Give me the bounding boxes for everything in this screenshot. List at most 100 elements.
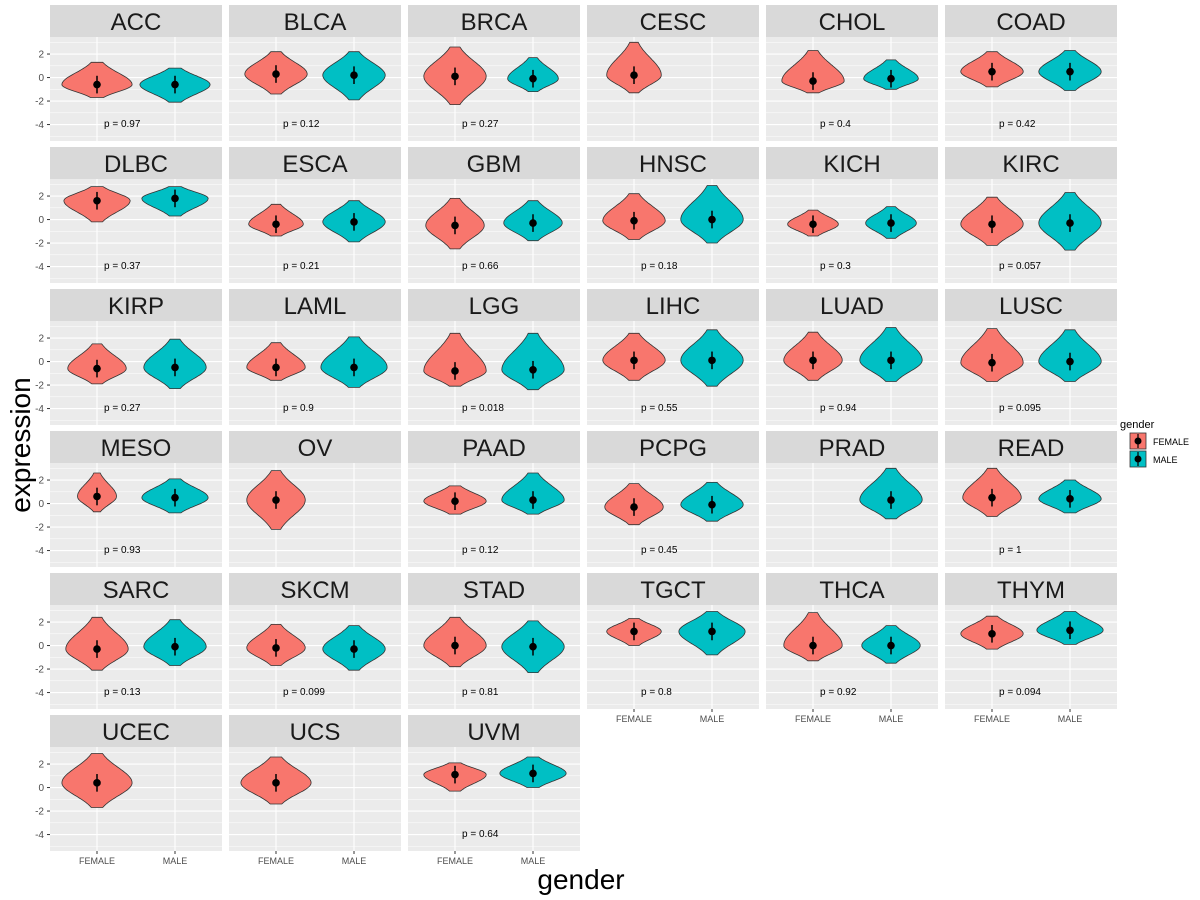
p-value-label: p = 0.27 xyxy=(462,119,499,130)
panel-skcm: SKCM p = 0.099 xyxy=(229,573,401,709)
legend-key-female: FEMALE xyxy=(1129,432,1189,450)
median-point xyxy=(93,364,101,373)
strip-label: COAD xyxy=(996,9,1065,36)
p-value-label: p = 0.8 xyxy=(641,687,672,698)
median-point xyxy=(171,194,179,203)
panel-kirp: KIRP 2 0 -2 -4 p = 0.27 xyxy=(35,289,222,425)
p-value-label: p = 0.18 xyxy=(641,261,678,272)
strip-label: SKCM xyxy=(280,577,349,604)
violin-female xyxy=(781,50,845,94)
median-point xyxy=(809,220,817,229)
plot-background xyxy=(587,605,759,709)
median-point xyxy=(809,77,817,85)
median-point xyxy=(630,216,638,225)
violin-female xyxy=(783,612,843,662)
y-tick-label: 2 xyxy=(38,618,44,629)
strip xyxy=(766,289,938,321)
median-point xyxy=(171,493,179,502)
panel-gbm: GBM p = 0.66 xyxy=(408,147,580,283)
plot-background xyxy=(766,37,938,141)
x-tick-label: FEMALE xyxy=(795,714,831,724)
p-value-label: p = 0.55 xyxy=(641,403,678,414)
strip xyxy=(408,147,580,179)
strip-label: CHOL xyxy=(819,9,886,36)
legend-label-female: FEMALE xyxy=(1153,437,1189,447)
median-point xyxy=(451,72,459,81)
median-point xyxy=(988,629,996,638)
strip xyxy=(766,573,938,605)
y-tick-label: 2 xyxy=(38,334,44,345)
median-point xyxy=(1066,219,1074,227)
panel-tgct: TGCT FEMALE MALE p = 0.8 xyxy=(587,573,759,724)
legend-title: gender xyxy=(1120,419,1155,431)
p-value-label: p = 0.37 xyxy=(104,261,141,272)
violin-female xyxy=(423,332,487,387)
y-tick-label: -4 xyxy=(35,404,44,415)
panel-uvm: UVM FEMALE MALE p = 0.64 xyxy=(408,715,580,866)
median-point xyxy=(887,356,895,365)
median-point xyxy=(887,219,895,227)
strip xyxy=(50,431,222,463)
panel-cesc: CESC xyxy=(587,5,759,141)
strip xyxy=(587,147,759,179)
strip-label: GBM xyxy=(467,151,522,178)
y-tick-label: -4 xyxy=(35,262,44,273)
strip xyxy=(408,715,580,747)
y-tick-label: -2 xyxy=(35,523,44,534)
panel-thca: THCA FEMALE MALE p = 0.92 xyxy=(766,573,938,724)
y-tick-label: 0 xyxy=(38,641,44,652)
x-tick-label: MALE xyxy=(1058,714,1083,724)
strip xyxy=(229,431,401,463)
strip xyxy=(587,5,759,37)
strip xyxy=(50,715,222,747)
p-value-label: p = 0.21 xyxy=(283,261,320,272)
p-value-label: p = 0.095 xyxy=(999,403,1041,414)
panel-ucs: UCS FEMALE MALE xyxy=(229,715,401,866)
median-point xyxy=(451,221,459,230)
x-tick-label: FEMALE xyxy=(258,856,294,866)
strip-label: OV xyxy=(298,435,333,462)
panel-thym: THYM FEMALE MALE p = 0.094 xyxy=(945,573,1117,724)
median-point xyxy=(708,215,716,224)
plot-background xyxy=(587,37,759,141)
plot-background xyxy=(945,463,1117,567)
y-tick-label: 0 xyxy=(38,73,44,84)
strip-label: HNSC xyxy=(639,151,707,178)
p-value-label: p = 0.4 xyxy=(820,119,851,130)
strip-label: UCS xyxy=(290,719,341,746)
strip-label: SARC xyxy=(103,577,170,604)
strip-label: STAD xyxy=(463,577,525,604)
median-point xyxy=(708,356,716,365)
strip-label: LIHC xyxy=(646,293,701,320)
strip xyxy=(766,147,938,179)
median-point xyxy=(1066,357,1074,366)
p-value-label: p = 0.42 xyxy=(999,119,1036,130)
median-point xyxy=(350,71,358,79)
strip-label: LUSC xyxy=(999,293,1063,320)
median-point xyxy=(809,356,817,365)
median-point xyxy=(93,492,101,501)
x-tick-label: MALE xyxy=(521,856,546,866)
plot-background xyxy=(229,463,401,567)
median-point xyxy=(93,196,101,205)
y-tick-label: 2 xyxy=(38,760,44,771)
strip xyxy=(766,5,938,37)
median-point xyxy=(1066,626,1074,635)
median-point xyxy=(451,641,459,650)
y-tick-label: 0 xyxy=(38,357,44,368)
median-point xyxy=(887,641,895,650)
median-point xyxy=(529,219,537,227)
median-point xyxy=(272,363,280,372)
y-tick-label: 0 xyxy=(38,783,44,794)
median-point xyxy=(988,493,996,502)
p-value-label: p = 0.81 xyxy=(462,687,499,698)
x-tick-label: MALE xyxy=(879,714,904,724)
plot-background xyxy=(229,747,401,851)
y-tick-label: -4 xyxy=(35,546,44,557)
p-value-label: p = 0.057 xyxy=(999,261,1041,272)
p-value-label: p = 0.9 xyxy=(283,403,314,414)
median-point xyxy=(93,645,101,653)
strip xyxy=(408,431,580,463)
panel-prad: PRAD xyxy=(766,431,938,567)
y-axis-title: expression xyxy=(5,377,36,512)
